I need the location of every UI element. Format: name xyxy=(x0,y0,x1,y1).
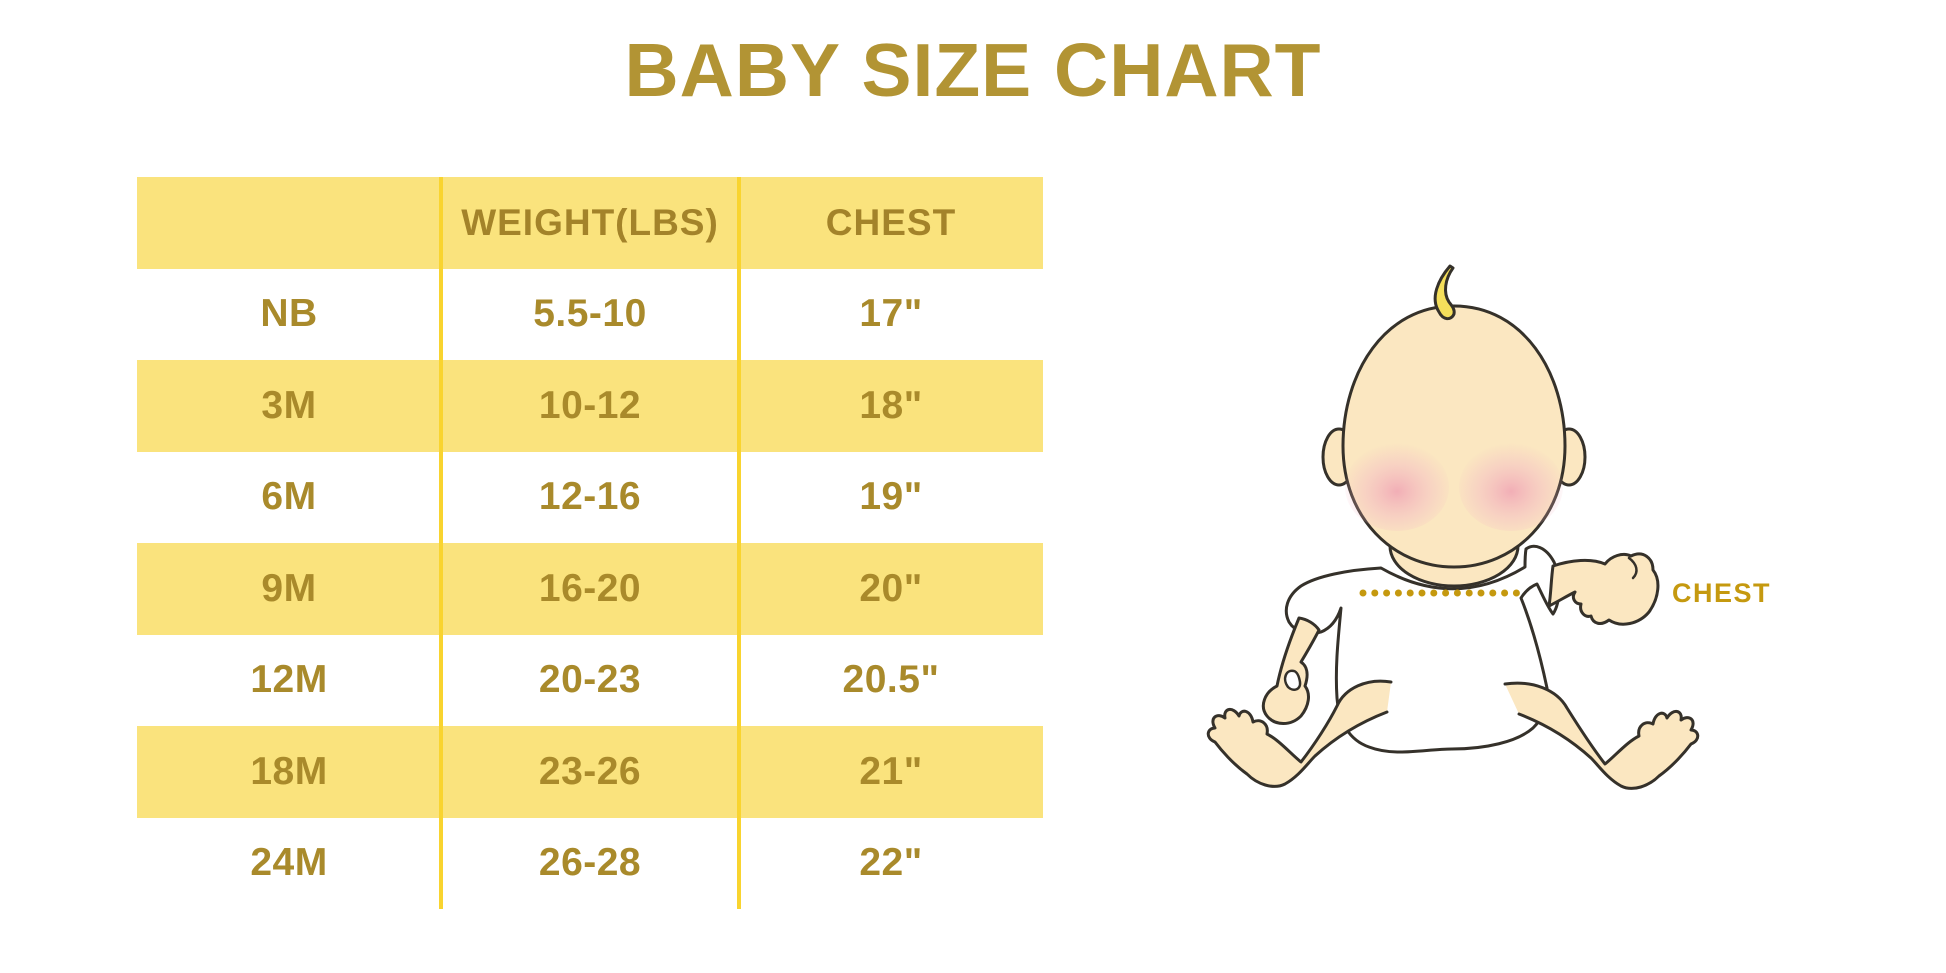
cell-chest: 22" xyxy=(859,841,923,885)
table-row: 6M 12-16 19" xyxy=(137,452,1043,544)
table-row: 3M 10-12 18" xyxy=(137,360,1043,452)
cell-size: 24M xyxy=(250,841,328,885)
baby-right-blush xyxy=(1459,443,1563,531)
header-size xyxy=(137,177,441,269)
cell-size: 3M xyxy=(261,383,317,427)
header-weight: WEIGHT(LBS) xyxy=(461,201,719,243)
cell-chest: 21" xyxy=(859,749,923,793)
baby-illustration-svg: CHEST xyxy=(1206,264,1771,790)
baby-right-thumb-line xyxy=(1627,556,1638,580)
cell-weight: 5.5-10 xyxy=(533,292,647,336)
page-title: BABY SIZE CHART xyxy=(624,28,1322,112)
cell-chest: 18" xyxy=(859,383,923,427)
table-row: 9M 16-20 20" xyxy=(137,543,1043,635)
cell-weight: 10-12 xyxy=(538,383,642,427)
cell-weight: 23-26 xyxy=(538,749,642,793)
cell-size: 9M xyxy=(261,566,317,610)
baby-illustration: CHEST xyxy=(1195,250,1795,810)
cell-size: 12M xyxy=(250,658,328,702)
baby-left-hand-finger xyxy=(1283,669,1302,691)
table-row: NB 5.5-10 17" xyxy=(137,269,1043,361)
baby-left-blush xyxy=(1345,443,1449,531)
baby-left-leg xyxy=(1206,679,1393,788)
baby-right-leg xyxy=(1503,681,1700,790)
table-divider-line xyxy=(439,177,443,909)
header-chest: CHEST xyxy=(825,201,957,243)
size-chart-table: WEIGHT(LBS) CHEST NB 5.5-10 17" 3M 10-12… xyxy=(137,177,1043,909)
cell-weight: 16-20 xyxy=(538,566,642,610)
baby-right-arm-fist xyxy=(1547,552,1660,626)
cell-chest: 17" xyxy=(859,292,923,336)
cell-size: 6M xyxy=(261,475,317,519)
table-divider-line xyxy=(737,177,741,909)
baby-hair-curl xyxy=(1433,264,1456,321)
cell-size: 18M xyxy=(250,749,328,793)
cell-weight: 26-28 xyxy=(538,841,642,885)
cell-chest: 19" xyxy=(859,475,923,519)
cell-chest: 20.5" xyxy=(842,658,940,702)
baby-head xyxy=(1341,304,1567,569)
cell-weight: 12-16 xyxy=(538,475,642,519)
table-header-row: WEIGHT(LBS) CHEST xyxy=(137,177,1043,269)
chest-label: CHEST xyxy=(1672,578,1771,608)
table-row: 12M 20-23 20.5" xyxy=(137,635,1043,727)
cell-weight: 20-23 xyxy=(538,658,642,702)
cell-size: NB xyxy=(260,292,318,336)
table-row: 24M 26-28 22" xyxy=(137,818,1043,910)
table-row: 18M 23-26 21" xyxy=(137,726,1043,818)
cell-chest: 20" xyxy=(859,566,923,610)
